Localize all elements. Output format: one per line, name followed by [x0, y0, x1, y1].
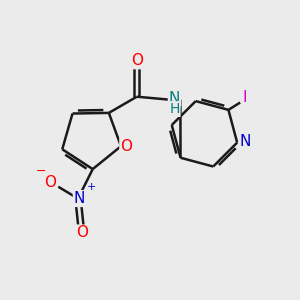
Text: O: O — [45, 175, 57, 190]
Text: H: H — [169, 102, 180, 116]
Text: O: O — [120, 139, 132, 154]
Text: O: O — [131, 53, 143, 68]
Text: −: − — [35, 165, 46, 178]
Text: +: + — [87, 182, 96, 192]
Text: O: O — [76, 226, 88, 241]
Text: N: N — [169, 91, 180, 106]
Text: N: N — [239, 134, 251, 148]
Text: I: I — [242, 90, 247, 105]
Text: N: N — [74, 191, 85, 206]
